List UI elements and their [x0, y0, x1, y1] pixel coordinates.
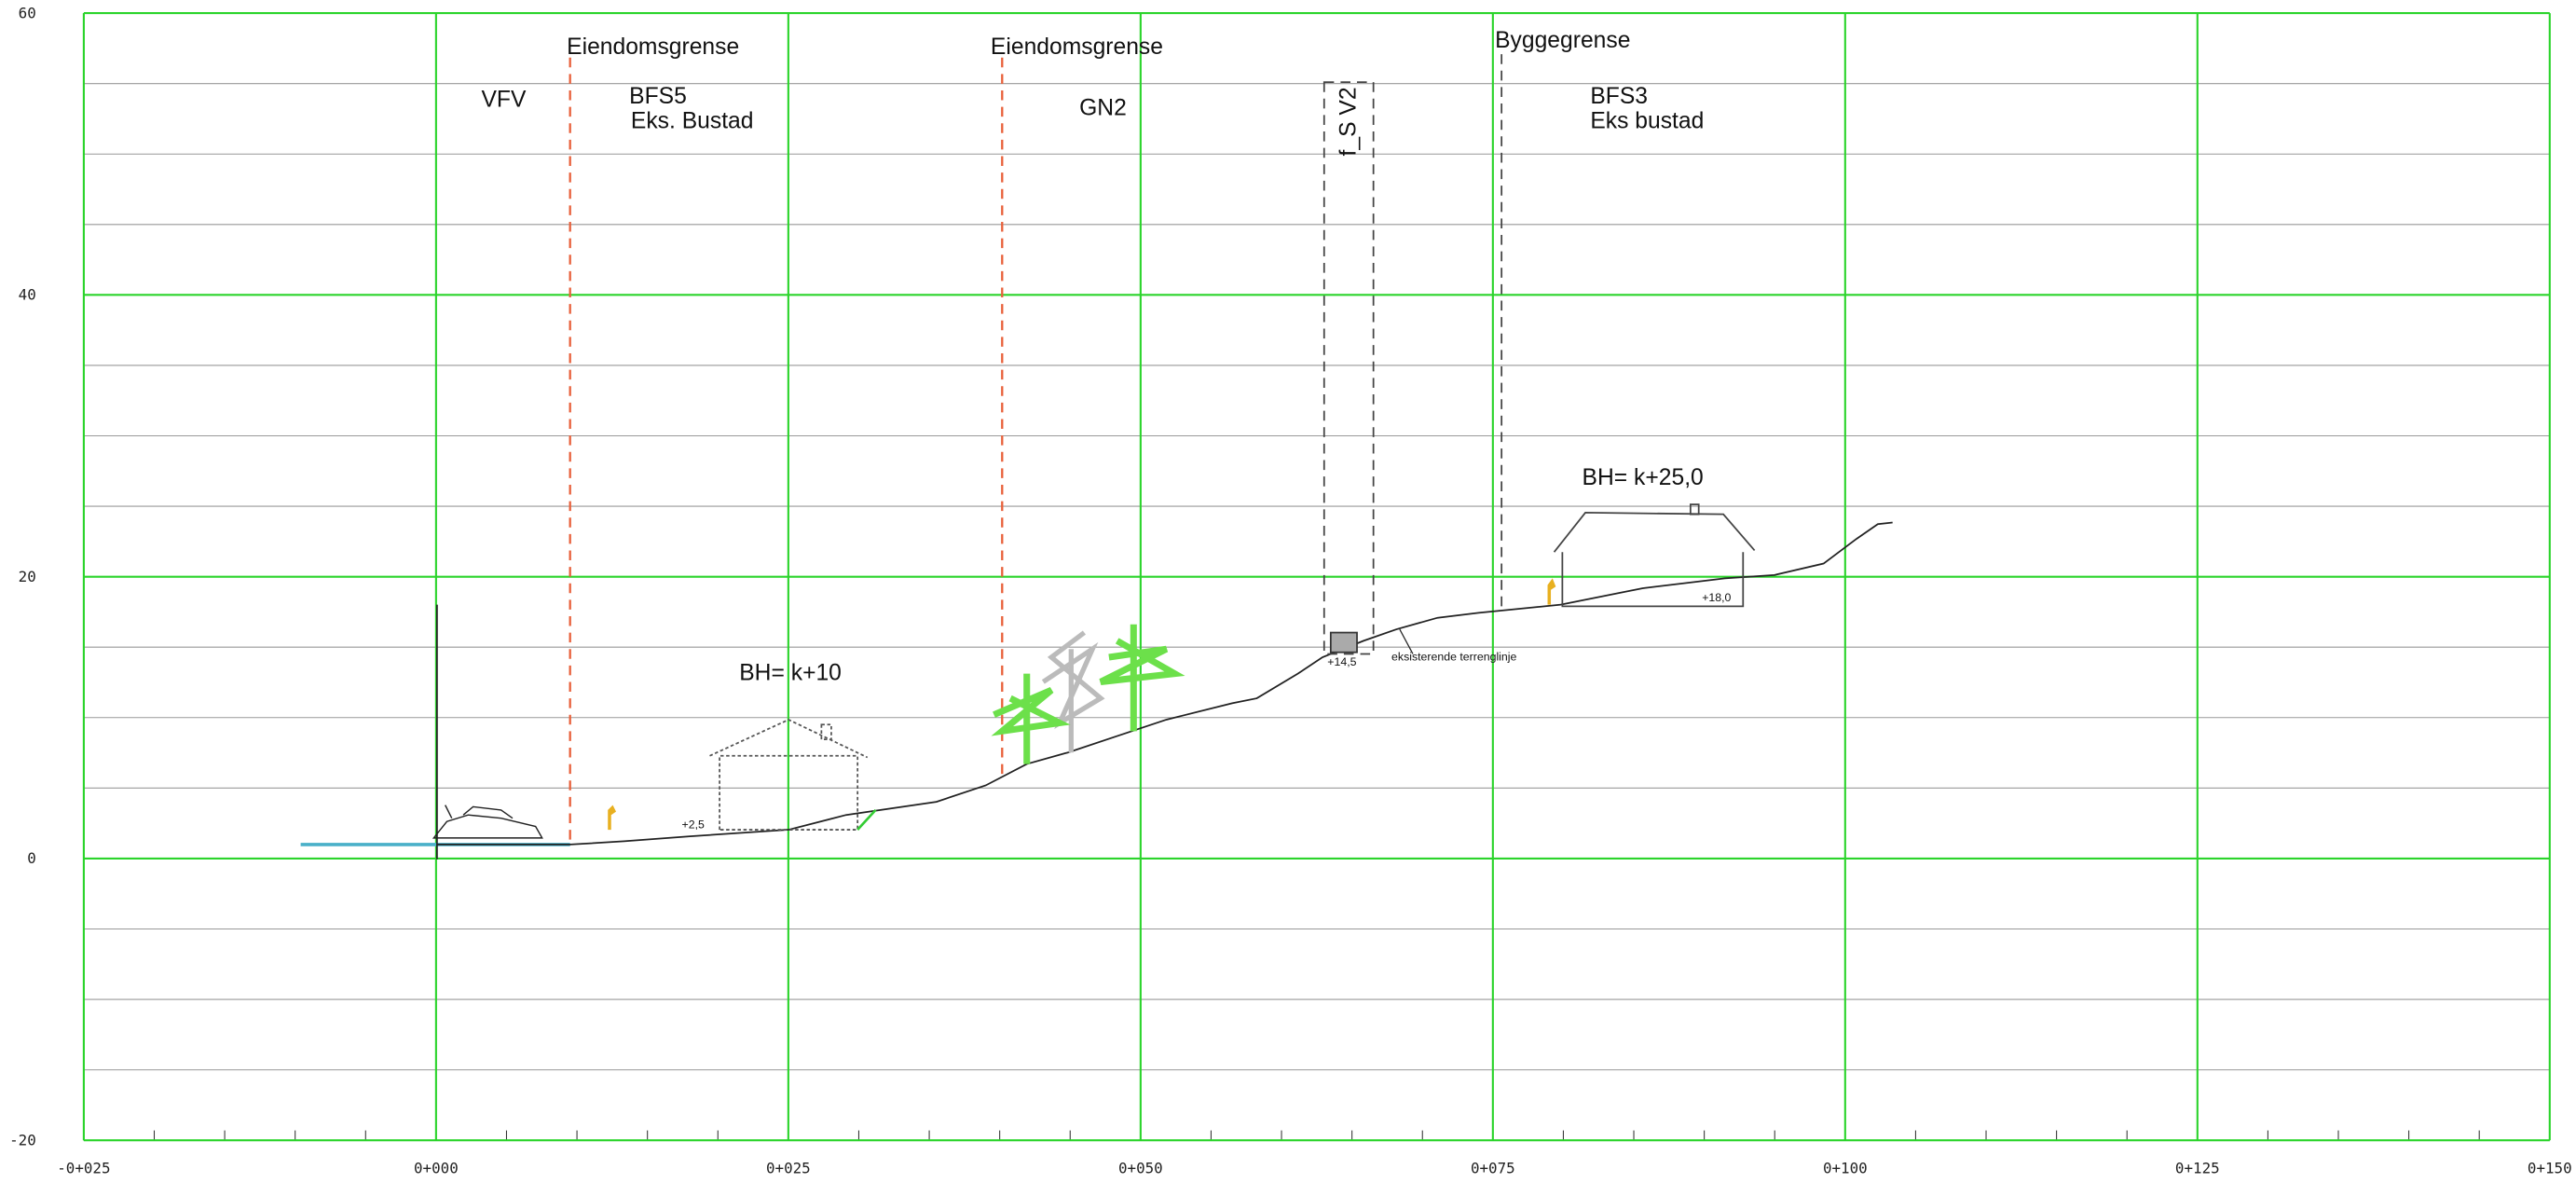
labels: Eiendomsgrense Eiendomsgrense Byggegrens… [481, 28, 1731, 831]
y-tick-label: 20 [19, 568, 36, 585]
slope [856, 809, 877, 831]
boundary-label: Eiendomsgrense [567, 34, 739, 60]
x-tick-label: 0+125 [2175, 1159, 2220, 1176]
x-tick-label: 0+075 [1471, 1159, 1515, 1176]
x-tick-label: 0+025 [766, 1159, 811, 1176]
car [1329, 631, 1358, 653]
zone-label: BFS3 [1590, 84, 1648, 109]
level-label: +18,0 [1702, 591, 1731, 604]
zone-label: Eks. Bustad [631, 108, 754, 133]
zone-label: VFV [481, 88, 527, 113]
x-tick-label: 0+100 [1823, 1159, 1868, 1176]
terrain-label: eksisterende terrenglinje [1391, 651, 1516, 664]
zone-label: f_S V2 [1336, 87, 1361, 156]
road-zone [1322, 81, 1375, 655]
height-label: BH= k+25,0 [1583, 465, 1704, 490]
trees [991, 624, 1185, 764]
level-label: +14,5 [1327, 655, 1356, 668]
zone-label: Eks bustad [1590, 108, 1704, 133]
zone-label: BFS5 [629, 84, 687, 109]
y-tick-label: 40 [19, 286, 36, 304]
y-tick-label: 60 [19, 4, 36, 21]
drawing [300, 54, 1893, 860]
person [608, 805, 617, 831]
y-tick-label: 0 [27, 849, 36, 867]
boat [432, 805, 543, 839]
boundary-label: Eiendomsgrense [991, 34, 1163, 60]
person [1547, 578, 1556, 605]
x-tick-label: -0+025 [57, 1159, 110, 1176]
zone-label: GN2 [1079, 95, 1127, 120]
x-tick-label: 0+000 [414, 1159, 459, 1176]
x-tick-label: 0+050 [1118, 1159, 1163, 1176]
level-label: +2,5 [682, 818, 705, 831]
terrain-line [436, 521, 1893, 846]
building-limit-label: Byggegrense [1495, 28, 1630, 53]
house-right [1553, 503, 1756, 608]
x-tick-label: 0+150 [2528, 1159, 2572, 1176]
house-left [709, 719, 869, 831]
y-tick-label: -20 [9, 1131, 36, 1149]
height-label: BH= k+10 [739, 661, 842, 686]
leader-line [1399, 628, 1414, 654]
grid [82, 12, 2551, 1142]
